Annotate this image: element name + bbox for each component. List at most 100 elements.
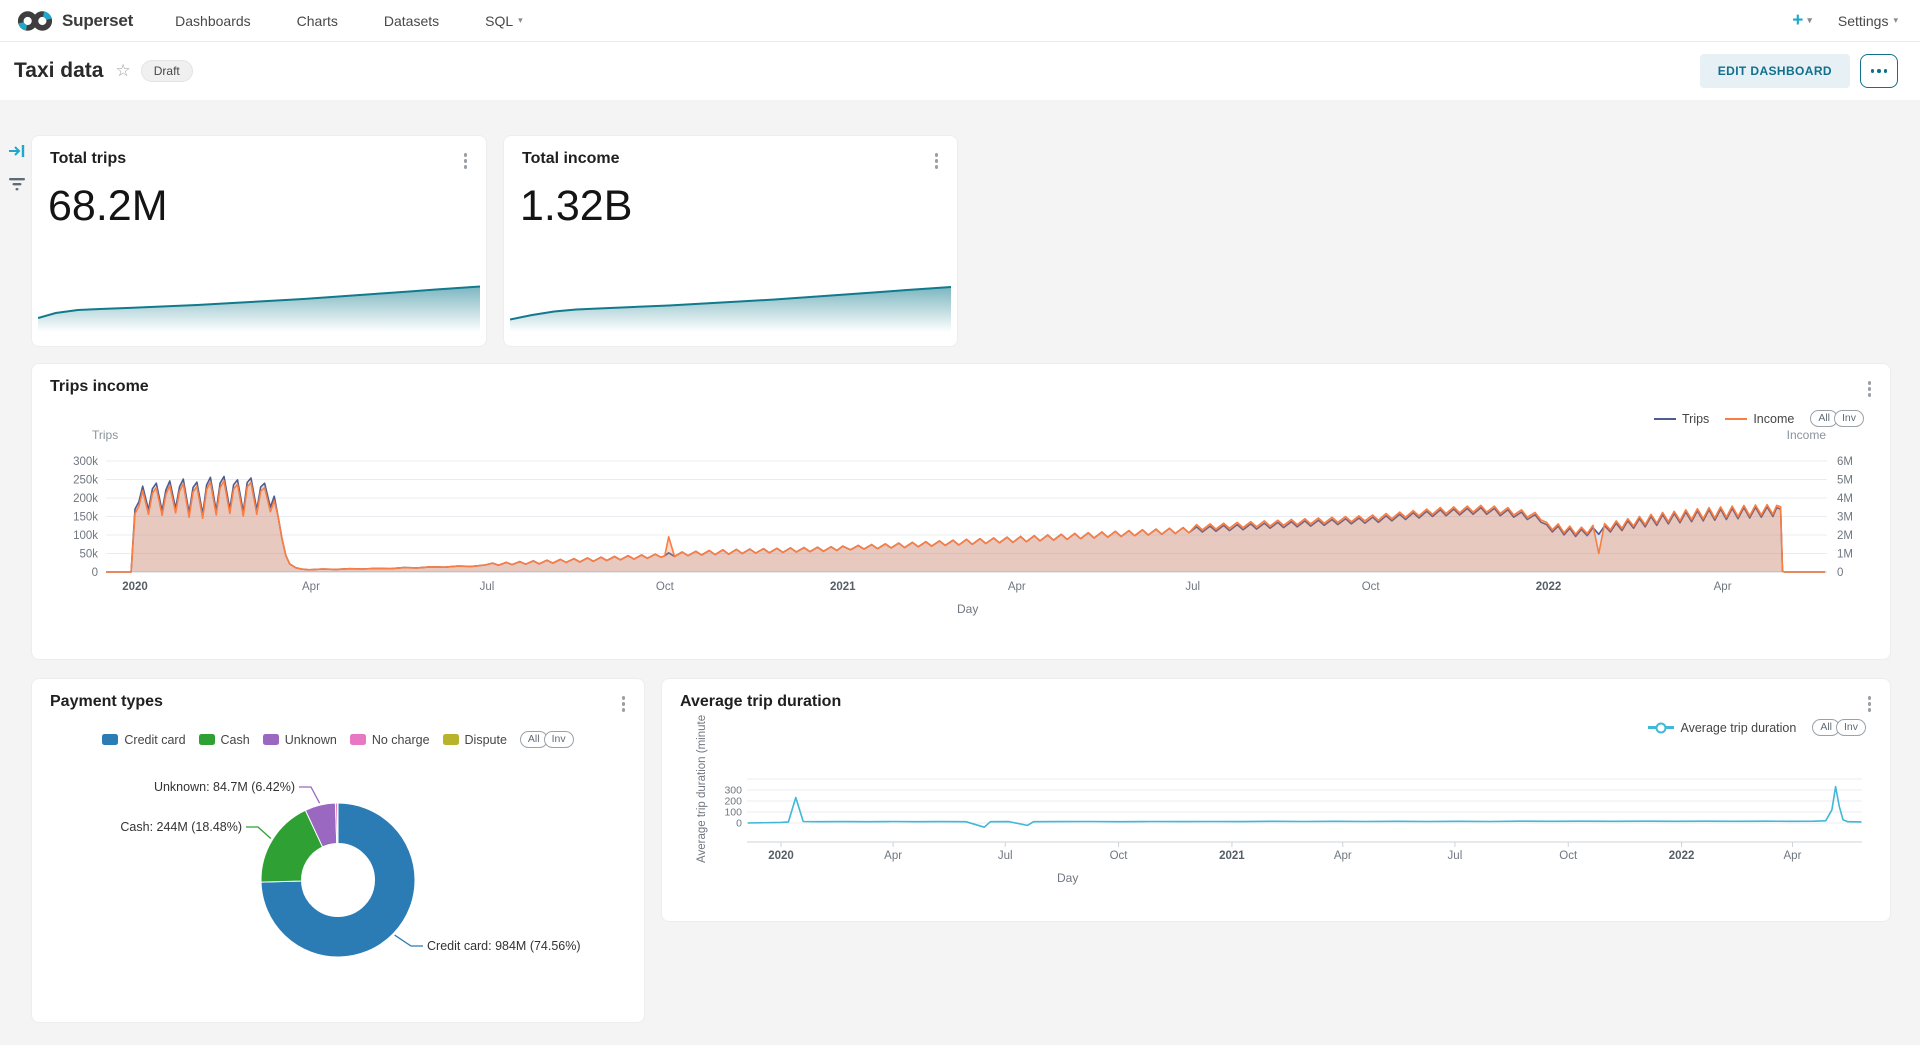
settings-menu[interactable]: Settings ▾ xyxy=(1837,12,1898,29)
card-payment-types: Payment types Credit card Cash Unknown N… xyxy=(31,678,645,1023)
y-tick: 200 xyxy=(724,796,742,808)
y-right-tick: 5M xyxy=(1837,475,1853,487)
unknown-swatch xyxy=(262,734,279,745)
credit-card-swatch xyxy=(102,734,119,745)
x-tick: 2021 xyxy=(1219,850,1245,862)
trips-line-swatch xyxy=(1653,417,1676,420)
dashboard-header: Taxi data ☆ Draft EDIT DASHBOARD xyxy=(0,42,1920,100)
nav-item-datasets[interactable]: Datasets xyxy=(383,12,440,29)
y-left-tick: 50k xyxy=(79,549,98,561)
series-line-income xyxy=(106,480,1826,573)
total-trips-sparkline[interactable] xyxy=(38,280,480,336)
x-tick: Apr xyxy=(302,581,320,593)
nav-item-charts[interactable]: Charts xyxy=(296,12,338,29)
draft-badge: Draft xyxy=(140,60,193,82)
y-left-tick: 150k xyxy=(73,512,98,524)
superset-logo[interactable]: Superset xyxy=(16,9,133,33)
x-tick: 2021 xyxy=(830,581,856,593)
y-tick: 300 xyxy=(724,785,742,797)
nav-item-dashboards[interactable]: Dashboards xyxy=(175,12,251,29)
legend-item-credit-card[interactable]: Credit card xyxy=(102,733,186,747)
x-tick: Jul xyxy=(998,850,1013,862)
kebab-menu-icon[interactable] xyxy=(932,150,942,172)
x-tick: Oct xyxy=(1362,581,1381,593)
y-right-tick: 0 xyxy=(1837,567,1843,579)
y-right-tick: 6M xyxy=(1837,456,1853,468)
nav-right: + ▾ Settings ▾ xyxy=(1792,10,1898,32)
callout-line xyxy=(299,786,321,804)
x-tick: Oct xyxy=(656,581,675,593)
avg-line-marker xyxy=(1648,726,1675,729)
superset-infinity-icon xyxy=(17,10,53,31)
x-tick: Oct xyxy=(1110,850,1129,862)
y-right-tick: 1M xyxy=(1837,549,1853,561)
x-tick: Apr xyxy=(1008,581,1026,593)
dispute-swatch xyxy=(442,734,459,745)
x-tick: Jul xyxy=(480,581,495,593)
series-line-avg-trip-duration xyxy=(747,785,1862,828)
legend-item-income[interactable]: Income xyxy=(1725,412,1794,426)
income-line-swatch xyxy=(1725,417,1748,420)
avg-duration-legend: Average trip duration All Inv xyxy=(1648,719,1866,736)
x-tick: Apr xyxy=(884,850,902,862)
y-right-tick: 2M xyxy=(1837,530,1853,542)
x-tick: Jul xyxy=(1185,581,1200,593)
chart-title: Total income xyxy=(522,150,620,167)
x-tick: 2020 xyxy=(768,850,794,862)
legend-item-unknown[interactable]: Unknown xyxy=(262,733,337,747)
filter-icon[interactable] xyxy=(6,172,28,194)
sparkline-line xyxy=(38,285,480,319)
callout-line xyxy=(394,934,423,947)
edit-dashboard-button[interactable]: EDIT DASHBOARD xyxy=(1699,54,1850,88)
legend-item-no-charge[interactable]: No charge xyxy=(349,733,430,747)
sparkline-area xyxy=(510,287,951,336)
filter-bar-controls xyxy=(6,140,28,194)
sparkline-line xyxy=(510,286,951,321)
more-options-button[interactable] xyxy=(1860,54,1898,88)
donut-callout-label: Cash: 244M (18.48%) xyxy=(120,820,242,834)
nav-item-sql[interactable]: SQL ▾ xyxy=(485,12,523,29)
payment-types-donut-chart[interactable]: Credit card: 984M (74.56%) Cash: 244M (18… xyxy=(32,679,646,1024)
y-left-tick: 100k xyxy=(73,530,98,542)
y-tick: 100 xyxy=(724,807,742,819)
x-tick: Apr xyxy=(1334,850,1352,862)
x-tick: Oct xyxy=(1559,850,1578,862)
total-income-sparkline[interactable] xyxy=(510,280,951,336)
top-navbar: Superset Dashboards Charts Datasets SQL ▾… xyxy=(0,0,1920,42)
trips-income-chart[interactable]: 0 50k 100k 150k 200k 250k 300k 0 1M 2M 3M 4M 5M 6M 202… xyxy=(32,364,1892,661)
legend-item-avg-duration[interactable]: Average trip duration xyxy=(1648,721,1796,735)
donut-callout-label: Credit card: 984M (74.56%) xyxy=(427,939,581,953)
kebab-menu-icon[interactable] xyxy=(461,150,471,172)
legend-inv-button[interactable]: Inv xyxy=(1833,410,1864,427)
chevron-down-icon: ▾ xyxy=(518,15,523,25)
kebab-menu-icon[interactable] xyxy=(1865,378,1875,400)
card-trips-income: Trips income Trips Income All Inv Trips … xyxy=(31,363,1891,660)
y-tick: 0 xyxy=(736,818,742,830)
kebab-menu-icon[interactable] xyxy=(1865,693,1875,715)
series-area-trips xyxy=(106,476,1827,572)
x-tick: 2022 xyxy=(1669,850,1695,862)
left-axis-name: Trips xyxy=(92,428,119,442)
y-left-tick: 300k xyxy=(73,456,98,468)
expand-filter-bar-icon[interactable] xyxy=(6,140,28,162)
kebab-menu-icon[interactable] xyxy=(619,693,629,715)
chart-title: Total trips xyxy=(50,150,127,167)
plus-icon: + xyxy=(1792,9,1804,31)
legend-item-dispute[interactable]: Dispute xyxy=(442,733,507,747)
chart-title: Average trip duration xyxy=(680,693,842,710)
donut-slice-credit-card[interactable] xyxy=(260,802,416,958)
y-left-tick: 0 xyxy=(92,567,98,579)
legend-inv-button[interactable]: Inv xyxy=(1835,719,1866,736)
favorite-star-icon[interactable]: ☆ xyxy=(115,61,131,80)
new-item-button[interactable]: + ▾ xyxy=(1792,10,1812,32)
legend-inv-button[interactable]: Inv xyxy=(543,731,574,748)
legend-item-cash[interactable]: Cash xyxy=(198,733,250,747)
trips-income-legend: Trips Income All Inv xyxy=(1653,410,1864,427)
nav-menu: Dashboards Charts Datasets SQL ▾ xyxy=(175,13,523,29)
legend-all-button[interactable]: All xyxy=(519,731,548,748)
card-total-income: Total income 1.32B xyxy=(503,135,958,347)
legend-item-trips[interactable]: Trips xyxy=(1653,412,1709,426)
x-axis-name: Day xyxy=(1057,871,1079,885)
